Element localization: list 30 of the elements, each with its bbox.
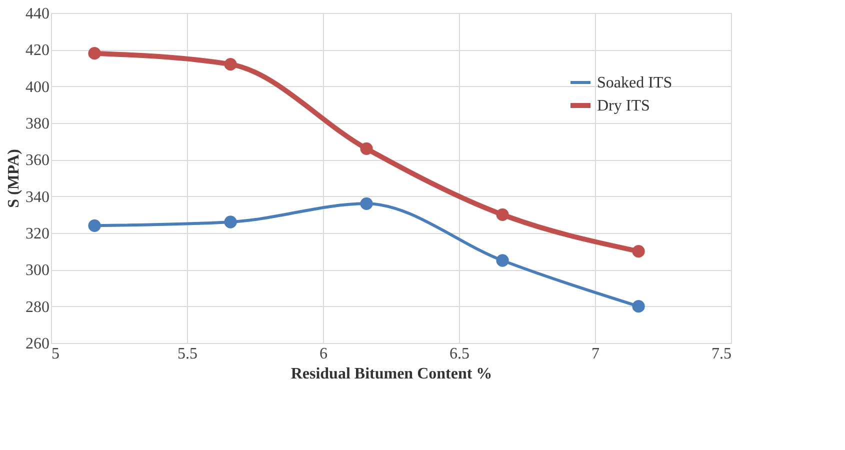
y-tick-label: 440 <box>26 6 50 22</box>
x-axis-title: Residual Bitumen Content % <box>290 366 492 382</box>
y-tick-label: 300 <box>26 262 50 280</box>
point <box>632 245 645 258</box>
y-tick-label: 400 <box>26 78 50 96</box>
y-tick-label: 260 <box>26 336 50 352</box>
x-tick-label: 6 <box>320 346 328 362</box>
point <box>224 216 237 228</box>
y-tick-label: 280 <box>26 298 50 316</box>
x-tick-label: 5 <box>52 346 60 362</box>
y-tick-label: 420 <box>26 42 50 60</box>
point <box>88 47 101 60</box>
point <box>360 142 373 155</box>
y-axis-title: S (MPA) <box>6 149 22 208</box>
x-tick-label: 5.5 <box>178 346 198 362</box>
y-tick-label: 360 <box>26 152 50 170</box>
point <box>496 208 509 221</box>
point <box>632 300 645 313</box>
y-tick-label: 320 <box>26 226 50 242</box>
legend-label: Dry ITS <box>597 98 650 114</box>
y-tick-label: 340 <box>26 188 50 206</box>
legend-label: Soaked ITS <box>597 74 672 92</box>
x-tick-label: 7.5 <box>712 346 732 362</box>
x-tick-label: 7 <box>592 346 600 362</box>
x-tick-label: 6.5 <box>450 346 470 362</box>
y-tick-label: 380 <box>26 116 50 132</box>
point <box>224 58 237 71</box>
point <box>496 254 509 267</box>
point <box>360 197 373 210</box>
point <box>88 219 101 232</box>
